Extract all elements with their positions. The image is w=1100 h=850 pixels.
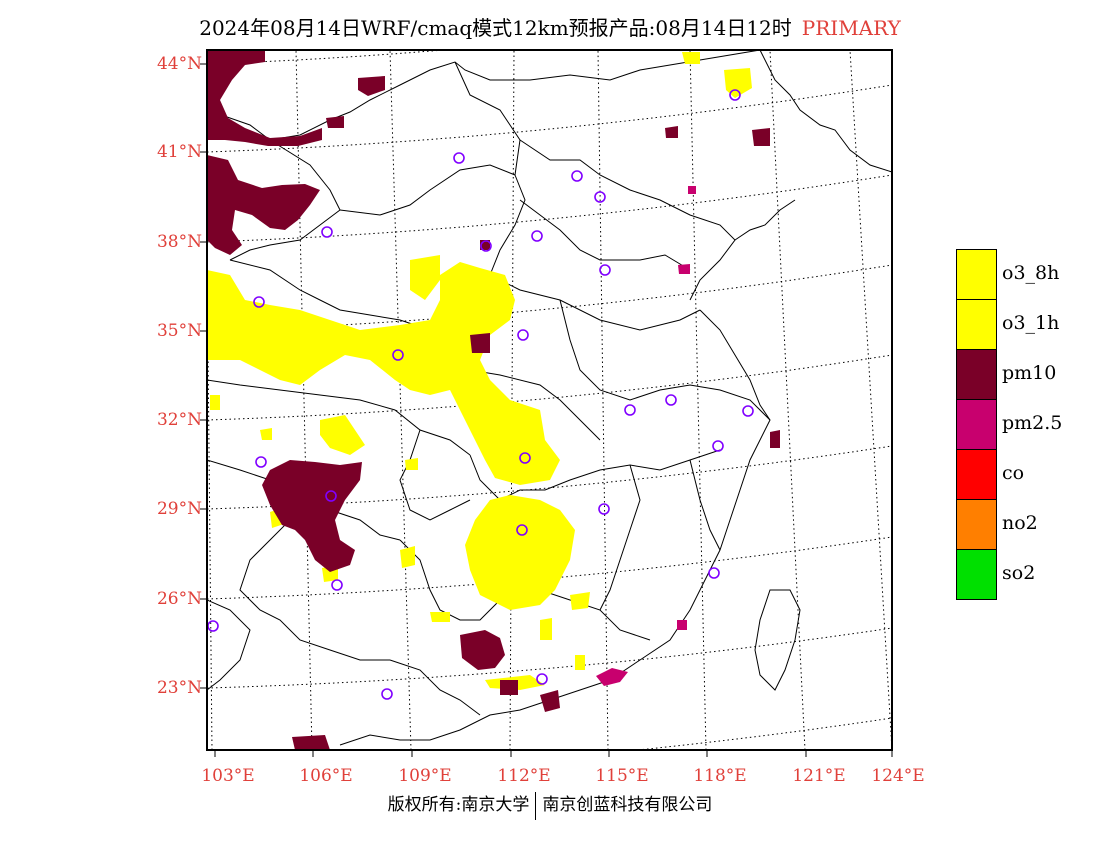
lon-label-112e: 112°E [497, 766, 551, 786]
lat-label-32n: 32°N [156, 410, 202, 430]
lat-label-41n: 41°N [156, 142, 202, 162]
lat-label-44n: 44°N [156, 54, 202, 74]
lon-label-121e: 121°E [792, 766, 846, 786]
footer-separator [535, 791, 537, 820]
lon-label-103e: 103°E [201, 766, 255, 786]
lat-label-35n: 35°N [156, 321, 202, 341]
legend-label: o3_1h [1002, 312, 1060, 334]
legend-item-so2: so2 [956, 549, 1096, 600]
legend-item-o3-8h: o3_8h [956, 249, 1096, 300]
legend-label: co [1002, 462, 1025, 484]
lat-label-23n: 23°N [156, 678, 202, 698]
legend-swatch [956, 299, 997, 350]
station-markers [207, 89, 754, 700]
pm25-areas [596, 186, 696, 686]
legend-swatch [956, 349, 997, 400]
lat-label-26n: 26°N [156, 589, 202, 609]
legend-label: no2 [1002, 512, 1038, 534]
legend: o3_8h o3_1h pm10 pm2.5 co no2 so2 [956, 249, 1096, 600]
legend-item-no2: no2 [956, 499, 1096, 550]
legend-swatch [956, 549, 997, 600]
legend-swatch [956, 249, 997, 300]
copyright-right: 南京创蓝科技有限公司 [542, 795, 713, 815]
copyright-left: 版权所有:南京大学 [387, 795, 530, 815]
pm10-areas [207, 50, 780, 750]
o3-areas [207, 52, 752, 690]
legend-label: pm10 [1002, 362, 1057, 384]
legend-label: pm2.5 [1002, 412, 1063, 434]
legend-label: o3_8h [1002, 262, 1060, 284]
legend-item-pm10: pm10 [956, 349, 1096, 400]
lat-label-38n: 38°N [156, 232, 202, 252]
map-frame [206, 49, 893, 751]
graticule [207, 50, 892, 750]
legend-swatch [956, 449, 997, 500]
title-text: 2024年08月14日WRF/cmaq模式12km预报产品:08月14日12时 [199, 16, 792, 40]
tick-marks [200, 63, 893, 757]
legend-swatch [956, 399, 997, 450]
copyright-footer: 版权所有:南京大学 南京创蓝科技有限公司 [0, 790, 1100, 820]
lon-label-115e: 115°E [595, 766, 649, 786]
legend-item-pm25: pm2.5 [956, 399, 1096, 450]
legend-item-o3-1h: o3_1h [956, 299, 1096, 350]
lon-label-118e: 118°E [693, 766, 747, 786]
map-title: 2024年08月14日WRF/cmaq模式12km预报产品:08月14日12时 P… [0, 12, 1100, 41]
legend-item-co: co [956, 449, 1096, 500]
lat-label-29n: 29°N [156, 499, 202, 519]
title-tag: PRIMARY [801, 16, 901, 40]
legend-swatch [956, 499, 997, 550]
lon-label-106e: 106°E [299, 766, 353, 786]
legend-label: so2 [1002, 562, 1036, 584]
lon-label-109e: 109°E [398, 766, 452, 786]
lon-label-124e: 124°E [871, 766, 925, 786]
